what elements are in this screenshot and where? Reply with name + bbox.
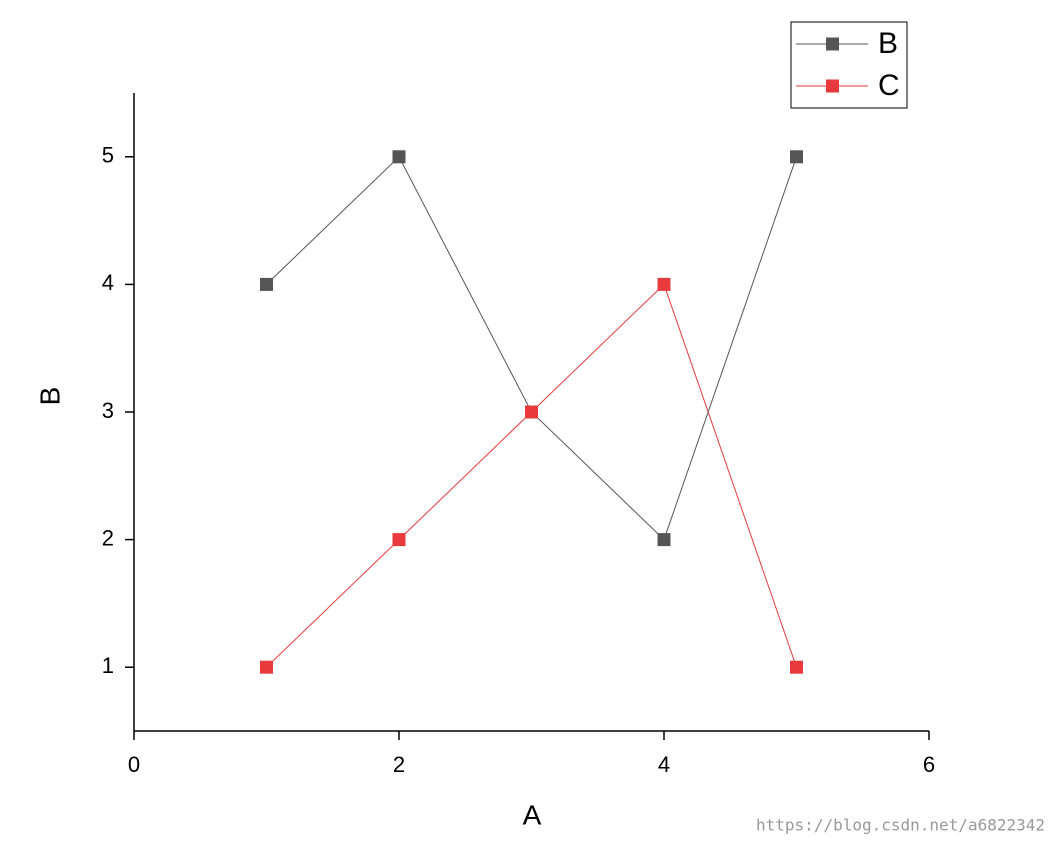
x-tick-label: 6 <box>923 752 935 777</box>
x-tick-label: 0 <box>128 752 140 777</box>
legend-marker <box>826 37 839 51</box>
x-tick-label: 2 <box>393 752 405 777</box>
marker <box>790 150 803 164</box>
legend-box <box>790 21 908 109</box>
marker <box>392 150 406 164</box>
y-tick-label: 1 <box>102 653 114 678</box>
marker <box>657 277 671 291</box>
marker <box>525 405 538 419</box>
marker <box>657 533 671 547</box>
y-tick-label: 4 <box>102 270 114 295</box>
marker <box>260 660 273 674</box>
watermark: https://blog.csdn.net/a6822342 <box>756 816 1045 835</box>
legend-marker <box>826 79 839 93</box>
legend-label: B <box>878 27 898 60</box>
legend-label: C <box>878 69 900 102</box>
y-tick-label: 2 <box>102 525 114 550</box>
y-tick-label: 3 <box>102 398 114 423</box>
marker <box>392 533 406 547</box>
y-axis-title: B <box>34 387 65 406</box>
x-axis-title: A <box>523 799 542 830</box>
marker <box>260 277 273 291</box>
x-tick-label: 4 <box>658 752 670 777</box>
marker <box>790 660 803 674</box>
y-tick-label: 5 <box>102 143 114 168</box>
